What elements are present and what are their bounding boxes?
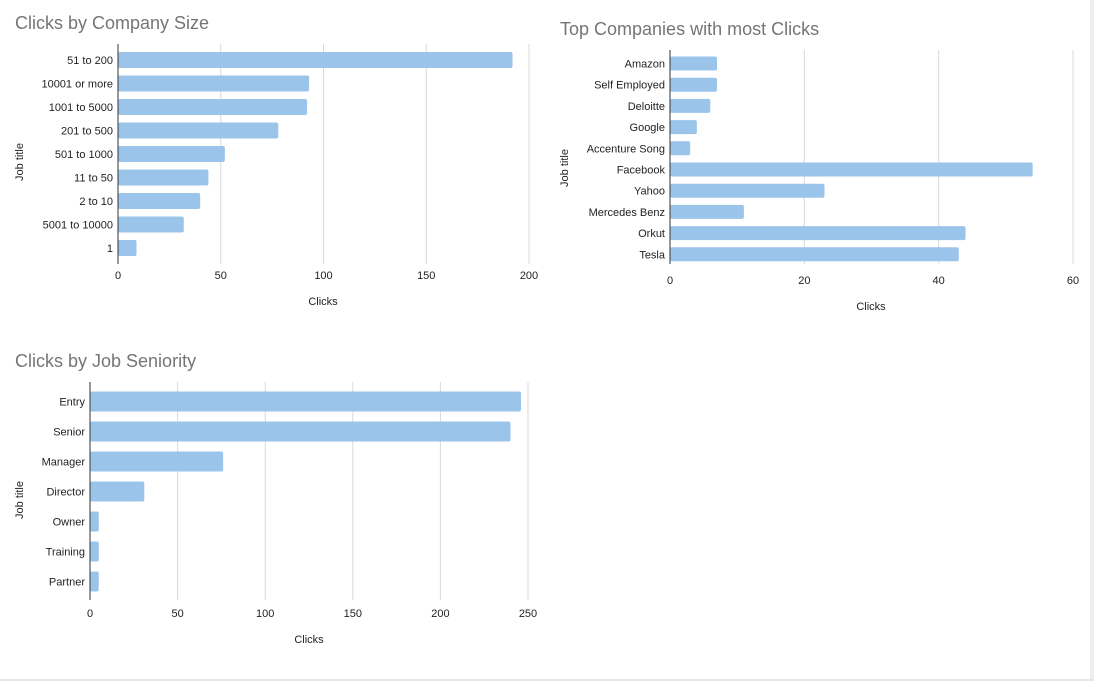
x-tick-label: 100 <box>314 270 332 282</box>
category-label: 1 <box>107 243 113 255</box>
category-label: Owner <box>53 517 86 529</box>
category-label: Entry <box>59 397 85 409</box>
bar <box>90 511 99 532</box>
bar <box>90 451 224 472</box>
x-tick-label: 50 <box>215 270 227 282</box>
bar <box>90 421 511 442</box>
bar <box>118 146 225 162</box>
category-label: Amazon <box>625 59 665 71</box>
scrollbar-gutter <box>1090 0 1094 681</box>
x-tick-label: 40 <box>933 275 945 287</box>
x-tick-label: 200 <box>520 270 538 282</box>
bar <box>670 183 825 198</box>
category-label: 10001 or more <box>41 79 113 91</box>
category-label: Training <box>46 547 85 559</box>
x-tick-label: 100 <box>256 608 274 620</box>
bar <box>118 193 201 209</box>
y-axis-label: Job title <box>14 143 26 181</box>
bar <box>118 75 310 92</box>
bar <box>670 77 718 92</box>
x-tick-label: 0 <box>667 275 673 287</box>
bar <box>670 141 691 156</box>
bar <box>90 481 145 502</box>
category-label: Partner <box>49 577 85 589</box>
chart-title: Top Companies with most Clicks <box>560 19 820 39</box>
bar <box>118 99 308 115</box>
x-tick-label: 150 <box>344 608 362 620</box>
category-label: Self Employed <box>594 80 665 92</box>
category-label: Yahoo <box>634 186 665 198</box>
category-label: 1001 to 5000 <box>49 102 113 114</box>
category-label: Tesla <box>639 249 666 261</box>
category-label: Senior <box>53 427 85 439</box>
bar <box>670 98 711 113</box>
y-axis-label: Job title <box>14 481 26 519</box>
category-label: Director <box>46 487 85 499</box>
bar <box>118 52 513 68</box>
category-label: Facebook <box>617 165 666 177</box>
category-label: 2 to 10 <box>79 196 113 208</box>
x-axis-label: Clicks <box>856 301 886 313</box>
x-tick-label: 0 <box>115 270 121 282</box>
x-tick-label: 150 <box>417 270 435 282</box>
x-tick-label: 20 <box>798 275 810 287</box>
x-axis-label: Clicks <box>308 296 338 308</box>
bottom-divider <box>0 679 1094 681</box>
bar <box>118 216 184 233</box>
category-label: Deloitte <box>628 101 665 113</box>
category-label: Orkut <box>638 228 665 240</box>
chart-company-size-plot: 51 to 200 10001 or more 1001 to 5000 201 to… <box>14 44 538 308</box>
bar <box>90 541 99 562</box>
bar <box>118 240 137 256</box>
chart-top-companies-plot: Amazon Self Employed Deloitte Google Accentu… <box>559 50 1079 313</box>
chart-job-seniority-plot: Entry Senior Manager Director Owner Training P… <box>14 382 537 646</box>
bar <box>670 56 718 71</box>
category-label: Manager <box>42 457 86 469</box>
bar <box>118 169 209 186</box>
chart-title: Clicks by Company Size <box>15 13 210 33</box>
bar <box>90 571 99 592</box>
x-tick-label: 50 <box>171 608 183 620</box>
bar <box>670 226 966 241</box>
bar <box>90 391 521 412</box>
category-label: 51 to 200 <box>67 55 113 67</box>
bar <box>118 122 279 139</box>
bar <box>670 204 744 219</box>
category-label: Accenture Song <box>587 143 665 155</box>
y-axis-label: Job title <box>559 149 571 187</box>
category-label: 201 to 500 <box>61 126 113 138</box>
category-label: Google <box>630 122 665 134</box>
x-axis-label: Clicks <box>294 634 324 646</box>
bar <box>670 120 697 135</box>
category-label: Mercedes Benz <box>589 207 665 219</box>
x-tick-label: 250 <box>519 608 537 620</box>
category-label: 11 to 50 <box>74 173 113 185</box>
category-label: 5001 to 10000 <box>43 220 113 232</box>
bar <box>670 247 959 262</box>
chart-title: Clicks by Job Seniority <box>15 351 197 371</box>
bar <box>670 162 1033 177</box>
category-label: 501 to 1000 <box>55 149 113 161</box>
x-tick-label: 200 <box>431 608 449 620</box>
x-tick-label: 0 <box>87 608 93 620</box>
x-tick-label: 60 <box>1067 275 1079 287</box>
